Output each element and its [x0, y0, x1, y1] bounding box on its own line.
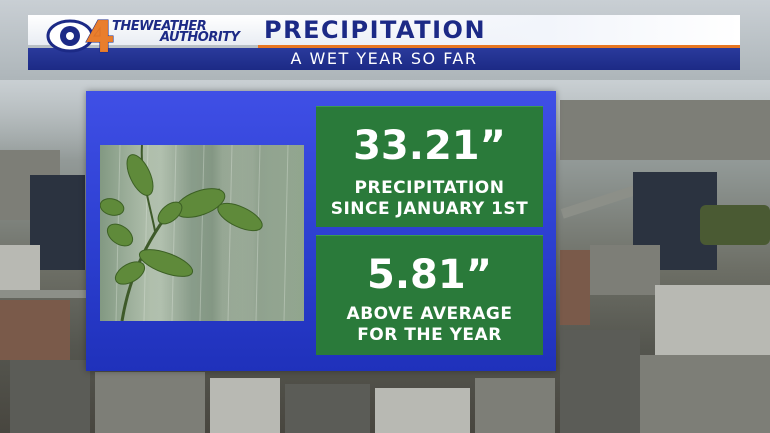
- rainy-leaves-photo: [100, 145, 304, 321]
- building: [375, 388, 470, 433]
- building: [560, 330, 640, 433]
- stat-label-line-2: FOR THE YEAR: [357, 325, 502, 345]
- building: [210, 378, 280, 433]
- brand-wordmark: THEWEATHER AUTHORITY: [112, 17, 262, 47]
- building: [95, 372, 205, 433]
- stat-label-line-1: PRECIPITATION: [354, 178, 505, 198]
- building: [560, 250, 590, 325]
- building: [285, 384, 370, 433]
- building: [590, 245, 660, 295]
- trees: [700, 205, 770, 245]
- building: [560, 100, 770, 160]
- page-subtitle: A WET YEAR SO FAR: [290, 49, 478, 68]
- header-stripe: [260, 15, 740, 45]
- header-subtitle-bar: [28, 48, 740, 70]
- header-orange-rule: [258, 45, 740, 48]
- stat-value: 33.21”: [353, 123, 506, 169]
- building: [475, 378, 555, 433]
- cbs-eye-logo-icon: [46, 19, 114, 53]
- building: [655, 285, 770, 355]
- stat-label-line-1: ABOVE AVERAGE: [346, 304, 513, 324]
- page-title: PRECIPITATION: [264, 16, 487, 44]
- stat-label-line-2: SINCE JANUARY 1ST: [330, 199, 529, 219]
- stat-card-above-average: 5.81” ABOVE AVERAGE FOR THE YEAR: [316, 235, 543, 355]
- header-banner: THEWEATHER AUTHORITY PRECIPITATION A WET…: [28, 15, 740, 71]
- building: [0, 245, 40, 295]
- brand-line-2: AUTHORITY: [160, 30, 240, 45]
- building: [0, 300, 70, 360]
- building: [640, 355, 770, 433]
- stat-value: 5.81”: [367, 252, 492, 298]
- street: [0, 290, 90, 298]
- building: [10, 360, 90, 433]
- rainy-leaves-photo-art: [100, 145, 304, 321]
- brand-line-1: THEWEATHER: [112, 19, 207, 34]
- stat-card-total: 33.21” PRECIPITATION SINCE JANUARY 1ST: [316, 106, 543, 227]
